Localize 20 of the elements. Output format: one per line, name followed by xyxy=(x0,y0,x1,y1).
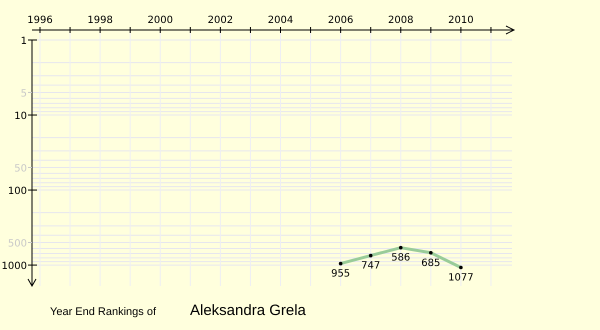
x-tick-label: 2008 xyxy=(388,15,414,26)
x-tick-label: 2000 xyxy=(148,15,173,26)
data-label: 747 xyxy=(361,260,380,272)
data-label: 955 xyxy=(331,268,350,280)
x-tick-label: 1996 xyxy=(27,15,53,26)
x-tick-label: 2010 xyxy=(448,15,474,26)
x-tick-label: 2004 xyxy=(268,15,294,26)
line-series xyxy=(338,246,463,270)
data-label: 1077 xyxy=(448,272,474,284)
x-tick-label: 2006 xyxy=(328,15,354,26)
y-tick-label: 1 xyxy=(20,36,27,47)
data-label: 586 xyxy=(391,252,410,264)
text: Aleksandra Grela xyxy=(190,302,307,319)
data-label: 685 xyxy=(421,258,440,269)
x-tick-label: 2002 xyxy=(208,15,234,26)
x-tick-label: 1998 xyxy=(87,15,113,26)
y-tick-label: 1000 xyxy=(2,261,27,272)
y-tick-label: 100 xyxy=(8,186,27,198)
text: Year End Rankings of xyxy=(50,306,157,318)
y-tick-label: 10 xyxy=(14,111,27,122)
